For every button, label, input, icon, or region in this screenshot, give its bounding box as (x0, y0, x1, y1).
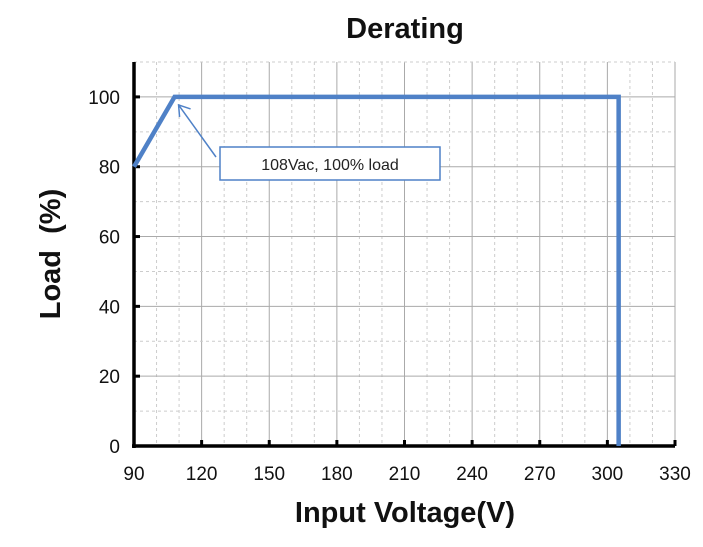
x-tick-label: 240 (456, 464, 488, 485)
y-axis-label: Load (%) (35, 189, 67, 320)
x-tick-label: 180 (321, 464, 353, 485)
annotation-box (219, 146, 441, 181)
x-tick-label: 150 (253, 464, 285, 485)
x-tick-label: 210 (389, 464, 421, 485)
y-tick-label: 20 (99, 367, 120, 388)
x-tick-label: 120 (186, 464, 218, 485)
y-tick-label: 40 (99, 297, 120, 318)
series-line (132, 94, 621, 446)
annotation-text: 108Vac, 100% load (261, 157, 399, 174)
y-tick-label: 60 (99, 228, 120, 249)
annotation: 108Vac, 100% load (177, 103, 441, 181)
x-tick-label: 330 (659, 464, 691, 485)
x-tick-labels: 90 120 150 180 210 240 270 300 330 (123, 464, 690, 485)
y-tick-labels: 0 20 40 60 80 100 (88, 88, 120, 458)
y-tick-label: 0 (109, 437, 120, 458)
chart-title: Derating (346, 13, 464, 45)
grid (134, 61, 676, 446)
x-tick-label: 270 (524, 464, 556, 485)
annotation-arrowhead (177, 103, 191, 117)
x-tick-label: 300 (592, 464, 624, 485)
y-tick-label: 80 (99, 158, 120, 179)
annotation-arrow (177, 104, 217, 158)
x-axis-label: Input Voltage(V) (295, 497, 515, 529)
axes (132, 62, 677, 448)
x-tick-label: 90 (123, 464, 144, 485)
series-layer (132, 94, 621, 446)
y-tick-label: 100 (88, 88, 120, 109)
